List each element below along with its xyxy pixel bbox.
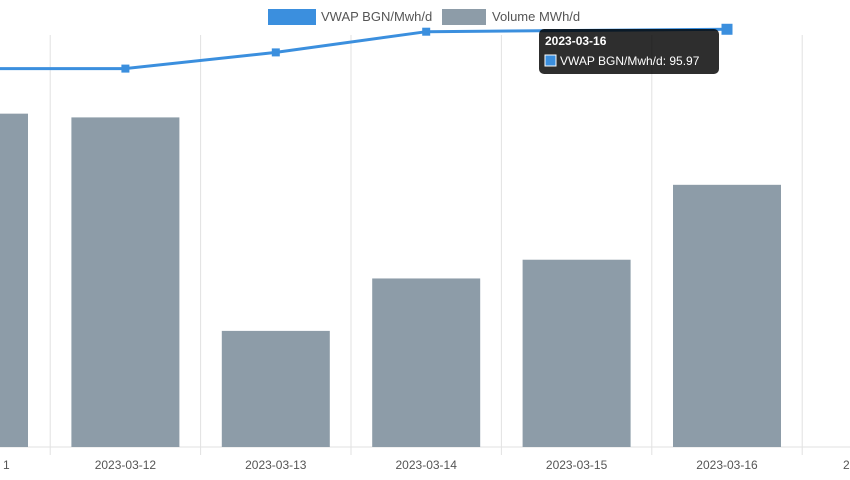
bar: [221, 330, 330, 447]
x-tick-label: 2023-03-12: [95, 458, 157, 472]
legend: VWAP BGN/Mwh/d Volume MWh/d: [268, 9, 580, 25]
line-point: [271, 48, 280, 57]
x-tick-label: 2023-03-14: [396, 458, 458, 472]
vwap-line: [0, 23, 733, 73]
line-point-active: [721, 23, 733, 35]
legend-swatch-vwap[interactable]: [268, 9, 316, 25]
bar: [673, 184, 781, 447]
x-tick-label: 2023-03-16: [696, 458, 758, 472]
legend-label-vwap[interactable]: VWAP BGN/Mwh/d: [321, 9, 432, 24]
legend-label-volume[interactable]: Volume MWh/d: [492, 9, 580, 24]
line-point: [121, 64, 130, 73]
x-axis-ticks: 1 2023-03-12 2023-03-13 2023-03-14 2023-03-1…: [3, 458, 850, 472]
tooltip-label: VWAP BGN/Mwh/d: 95.97: [560, 54, 700, 68]
tooltip-color-swatch: [544, 54, 557, 67]
bar: [372, 278, 481, 447]
bar: [71, 117, 180, 448]
tooltip-box: [539, 29, 719, 74]
tooltip-title: 2023-03-16: [545, 34, 607, 48]
x-tick-label: 2023-03-13: [245, 458, 307, 472]
bar: [522, 259, 631, 447]
x-tick-label: 2: [843, 458, 850, 472]
x-tick-label: 1: [3, 458, 10, 472]
volume-bars: [0, 113, 781, 448]
tooltip: 2023-03-16 VWAP BGN/Mwh/d: 95.97: [539, 29, 719, 74]
x-tick-label: 2023-03-15: [546, 458, 608, 472]
bar-partial-left: [0, 113, 28, 448]
legend-swatch-volume[interactable]: [442, 9, 486, 25]
line-point: [422, 27, 431, 36]
